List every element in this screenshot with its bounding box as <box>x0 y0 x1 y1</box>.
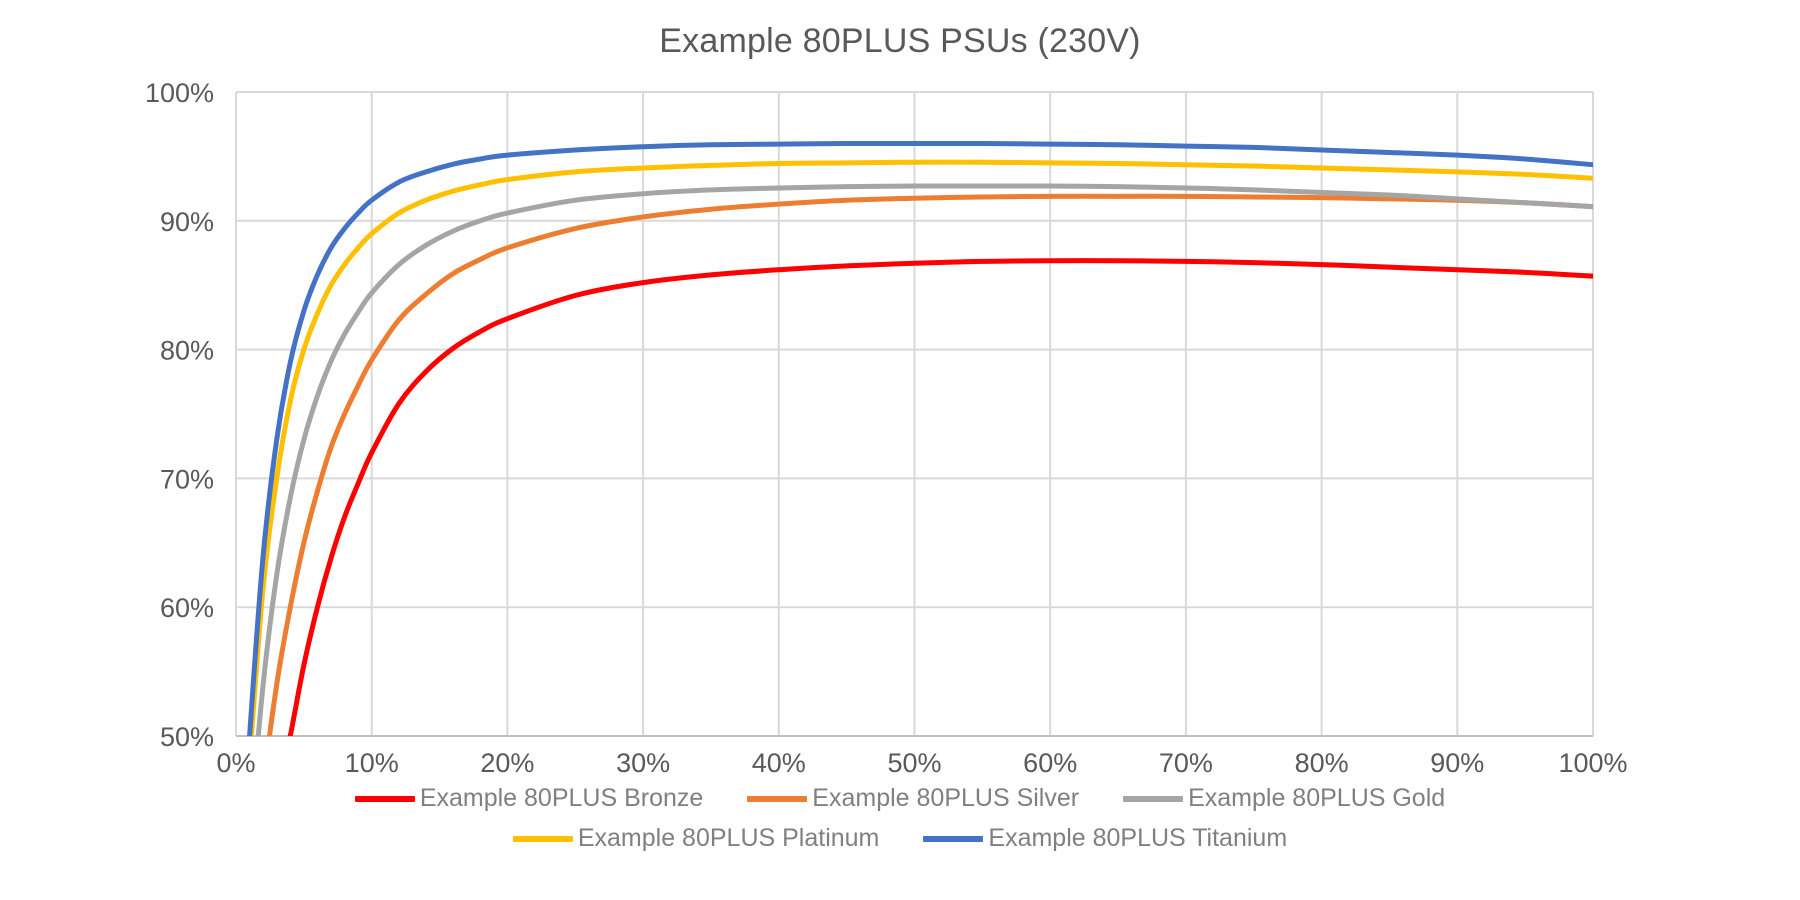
legend-color-swatch <box>747 795 808 802</box>
legend-color-swatch <box>1123 795 1184 802</box>
legend-item[interactable]: Example 80PLUS Titanium <box>923 824 1287 853</box>
x-axis-tick-label: 30% <box>616 748 670 778</box>
gridlines <box>235 91 1594 737</box>
data-series-group <box>247 140 1593 736</box>
legend-color-swatch <box>354 795 415 802</box>
y-axis-tick-label: 90% <box>160 207 214 237</box>
x-axis-tick-label: 90% <box>1430 748 1484 778</box>
legend-row-secondary: Example 80PLUS Platinum Example 80PLUS Ti… <box>0 824 1800 853</box>
series-line <box>255 183 1593 736</box>
legend-item[interactable]: Example 80PLUS Silver <box>747 784 1079 813</box>
y-axis-tick-label: 60% <box>160 593 214 623</box>
legend-row-primary: Example 80PLUS Bronze Example 80PLUS Silv… <box>0 784 1800 813</box>
legend-label: Example 80PLUS Bronze <box>419 784 704 812</box>
y-axis-tick-label: 100% <box>145 78 214 108</box>
x-axis-tick-label: 70% <box>1159 748 1213 778</box>
series-line <box>266 193 1593 736</box>
legend-item[interactable]: Example 80PLUS Gold <box>1123 784 1445 813</box>
series-line <box>248 159 1593 736</box>
y-axis-tick-labels: 50% 60% 70% 80% 90% 100% <box>145 78 214 752</box>
legend-label: Example 80PLUS Platinum <box>577 824 880 852</box>
x-axis-tick-label: 0% <box>216 748 255 778</box>
x-axis-tick-label: 10% <box>345 748 399 778</box>
chart-title: Example 80PLUS PSUs (230V) <box>659 22 1141 60</box>
x-axis-tick-label: 60% <box>1023 748 1077 778</box>
legend-item[interactable]: Example 80PLUS Bronze <box>354 784 704 813</box>
series-line <box>287 258 1593 736</box>
series-line <box>247 140 1593 736</box>
legend-label: Example 80PLUS Titanium <box>988 824 1288 852</box>
legend-label: Example 80PLUS Silver <box>812 784 1080 812</box>
x-axis-tick-label: 20% <box>480 748 534 778</box>
x-axis-tick-label: 80% <box>1295 748 1349 778</box>
y-axis-tick-label: 80% <box>160 336 214 366</box>
legend-color-swatch <box>923 835 984 842</box>
y-axis-tick-label: 70% <box>160 464 214 494</box>
x-axis-tick-labels: 0% 10% 20% 30% 40% 50% 60% 70% 80% 90% 100% <box>216 748 1627 778</box>
legend-label: Example 80PLUS Gold <box>1188 784 1446 812</box>
legend-item[interactable]: Example 80PLUS Platinum <box>512 824 880 853</box>
x-axis-tick-label: 40% <box>752 748 806 778</box>
legend-color-swatch <box>512 835 573 842</box>
x-axis-tick-label: 100% <box>1558 748 1627 778</box>
x-axis-tick-label: 50% <box>887 748 941 778</box>
y-axis-tick-label: 50% <box>160 722 214 752</box>
